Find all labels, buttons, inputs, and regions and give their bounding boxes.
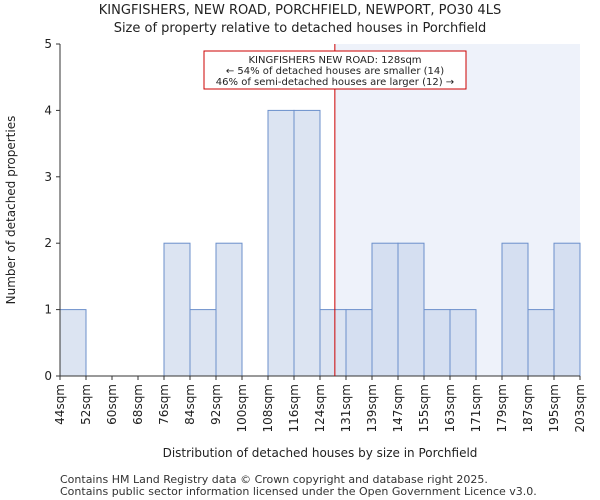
y-tick-label: 2: [44, 236, 52, 250]
y-tick-label: 5: [44, 37, 52, 51]
histogram-bar: [371, 242, 399, 377]
x-tick-label: 52sqm: [79, 384, 93, 425]
histogram-bar: [267, 109, 295, 377]
annotation-smaller: ← 54% of detached houses are smaller (14…: [226, 66, 444, 77]
x-tick-label: 68sqm: [131, 384, 145, 425]
x-tick-label: 163sqm: [443, 384, 457, 432]
x-tick-label: 116sqm: [287, 384, 301, 432]
annotation-box: [203, 50, 467, 90]
x-tick-label: 131sqm: [339, 384, 353, 432]
annotation-larger: 46% of semi-detached houses are larger (…: [216, 77, 454, 88]
y-tick-label: 1: [44, 303, 52, 317]
footer-copyright: Contains HM Land Registry data © Crown c…: [60, 473, 488, 486]
y-tick-label: 4: [44, 103, 52, 117]
y-axis-title: Number of detached properties: [4, 116, 18, 305]
histogram-chart: 0 1 2 3 4 5 44sqm 52sqm 60sqm 68sqm 76sqm 84sqm 92sq…: [4, 37, 587, 460]
x-tick-label: 92sqm: [209, 384, 223, 425]
histogram-bar: [293, 109, 321, 377]
chart-subtitle: Size of property relative to detached ho…: [113, 21, 487, 36]
histogram-bar: [449, 309, 477, 377]
x-tick-label: 139sqm: [365, 384, 379, 432]
x-tick-label: 203sqm: [573, 384, 587, 432]
histogram-bar: [553, 242, 581, 377]
x-tick-label: 108sqm: [261, 384, 275, 432]
x-tick-label: 84sqm: [183, 384, 197, 425]
footer-licence: Contains public sector information licen…: [60, 485, 537, 498]
x-tick-label: 179sqm: [495, 384, 509, 432]
x-tick-label: 124sqm: [313, 384, 327, 432]
chart-title: KINGFISHERS, NEW ROAD, PORCHFIELD, NEWPO…: [98, 3, 502, 18]
histogram-bar: [163, 242, 191, 377]
histogram-bar: [423, 309, 451, 377]
histogram-bar: [397, 242, 425, 377]
x-tick-label: 60sqm: [105, 384, 119, 425]
histogram-bar: [345, 309, 373, 377]
x-axis-title: Distribution of detached houses by size …: [163, 446, 478, 460]
y-tick-label: 0: [44, 369, 52, 383]
histogram-bar: [189, 309, 217, 377]
x-tick-label: 171sqm: [469, 384, 483, 432]
x-tick-label: 155sqm: [417, 384, 431, 432]
x-tick-label: 100sqm: [235, 384, 249, 432]
x-tick-label: 195sqm: [547, 384, 561, 432]
x-tick-label: 187sqm: [521, 384, 535, 432]
annotation-title: KINGFISHERS NEW ROAD: 128sqm: [248, 55, 421, 66]
histogram-bar: [527, 309, 555, 377]
histogram-bar: [59, 309, 87, 377]
x-tick-label: 147sqm: [391, 384, 405, 432]
histogram-bar: [319, 309, 347, 377]
histogram-bar: [501, 242, 529, 377]
y-tick-label: 3: [44, 170, 52, 184]
histogram-bar: [215, 242, 243, 377]
x-tick-label: 76sqm: [157, 384, 171, 425]
x-tick-label: 44sqm: [53, 384, 67, 425]
